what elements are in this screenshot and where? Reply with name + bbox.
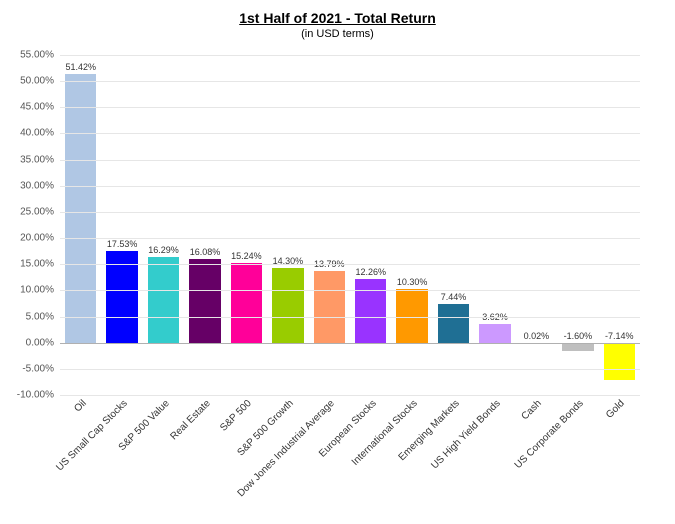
grid-line [60,133,640,134]
bar-slot: -1.60% [557,55,598,395]
zero-line [60,343,640,344]
y-tick-label: 25.00% [20,206,60,217]
y-tick-label: 5.00% [26,311,60,322]
bar [314,271,345,343]
grid-line [60,395,640,396]
y-tick-label: 20.00% [20,233,60,244]
bar [272,268,303,343]
grid-line [60,160,640,161]
bar-slot: 12.26% [350,55,391,395]
bar-value-label: -1.60% [564,331,593,341]
bar-value-label: 16.08% [190,247,221,257]
bar-value-label: 51.42% [65,62,96,72]
bar [65,74,96,343]
y-tick-label: 30.00% [20,180,60,191]
bars-layer: 51.42% 17.53% 16.29% 16.08% 15.24% 14.30%13.7… [60,55,640,395]
bar-slot: 15.24% [226,55,267,395]
bar-value-label: 15.24% [231,251,262,261]
grid-line [60,212,640,213]
bar [355,279,386,343]
x-tick-label: Oil [72,398,88,414]
grid-line [60,238,640,239]
x-tick-label: Gold [604,398,627,421]
bar-value-label: 16.29% [148,245,179,255]
bar-slot: -7.14% [599,55,640,395]
grid-line [60,290,640,291]
bar-slot: 3.62% [474,55,515,395]
bar-value-label: 10.30% [397,277,428,287]
y-tick-label: -5.00% [22,363,60,374]
bar-value-label: -7.14% [605,331,634,341]
bar-value-label: 0.02% [524,331,550,341]
grid-line [60,186,640,187]
x-axis-labels: OilUS Small Cap StocksS&P 500 ValueReal … [60,398,640,518]
x-tick-label: Cash [520,398,544,422]
y-tick-label: 35.00% [20,154,60,165]
bar-slot: 0.02% [516,55,557,395]
y-tick-label: 50.00% [20,76,60,87]
y-tick-label: 15.00% [20,259,60,270]
chart-title: 1st Half of 2021 - Total Return [0,0,675,26]
bar-slot: 16.08% [184,55,225,395]
bar [148,257,179,342]
chart-subtitle: (in USD terms) [0,28,675,40]
bar [231,263,262,343]
bar-slot: 13.79% [309,55,350,395]
bar [479,324,510,343]
bar-slot: 51.42% [60,55,101,395]
bar [438,304,469,343]
grid-line [60,264,640,265]
y-tick-label: 45.00% [20,102,60,113]
bar-value-label: 12.26% [355,267,386,277]
y-tick-label: -10.00% [17,390,60,401]
chart-container: 1st Half of 2021 - Total Return (in USD … [0,0,675,524]
bar-slot: 14.30% [267,55,308,395]
y-tick-label: 10.00% [20,285,60,296]
grid-line [60,107,640,108]
bar-slot: 17.53% [101,55,142,395]
bar-value-label: 17.53% [107,239,138,249]
grid-line [60,369,640,370]
x-tick-label: US High Yield Bonds [429,398,502,471]
grid-line [60,81,640,82]
bar [604,343,635,380]
x-tick-label: Real Estate [168,398,212,442]
x-tick-label: S&P 500 [219,398,255,434]
y-tick-label: 0.00% [26,337,60,348]
bar-slot: 10.30% [391,55,432,395]
x-tick-label: US Small Cap Stocks [55,398,130,473]
plot-area: 51.42% 17.53% 16.29% 16.08% 15.24% 14.30%13.7… [60,55,640,395]
y-tick-label: 40.00% [20,128,60,139]
bar-slot: 16.29% [143,55,184,395]
grid-line [60,317,640,318]
bar [562,343,593,351]
bar-value-label: 7.44% [441,292,467,302]
bar [189,259,220,343]
y-tick-label: 55.00% [20,50,60,61]
bar-slot: 7.44% [433,55,474,395]
